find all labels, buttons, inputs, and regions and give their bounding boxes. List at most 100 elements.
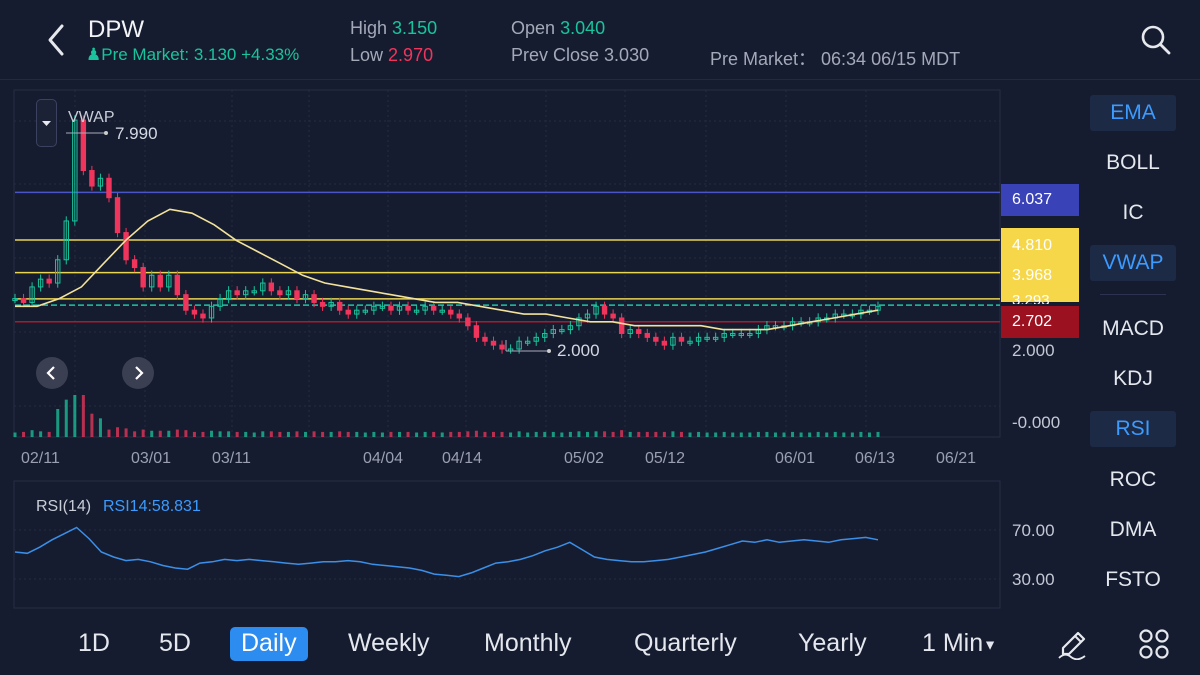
volume-bar [765,431,769,437]
search-icon[interactable] [1140,24,1172,56]
volume-bar [449,431,453,437]
overlay-label: VWAP [68,109,115,126]
axis-label-zero: -0.000 [1012,413,1061,432]
timeframe-minute-dropdown[interactable]: 1 Min▼ [922,627,997,661]
candle-body [567,325,574,331]
candle-body [516,340,522,350]
volume-bar [611,431,615,437]
candle-body [362,309,369,313]
volume-bar [543,431,547,437]
price-tag-block [1001,228,1079,302]
candle-body [550,329,557,334]
volume-bar [517,431,521,437]
indicator-ic[interactable]: IC [1122,201,1144,224]
volume-bar [167,430,171,437]
candle-body [123,232,129,261]
date-label: 06/01 [775,450,816,467]
timeframe-daily[interactable]: Daily [230,627,308,661]
timeframe-weekly[interactable]: Weekly [348,629,430,657]
chevron-left-icon [46,366,55,380]
indicator-fsto[interactable]: FSTO [1105,568,1161,591]
candle-body [97,177,104,187]
candle-body [200,313,206,319]
candle-body [584,313,591,319]
prev-close-stat: Prev Close 3.030 [511,45,649,66]
volume-bar [423,431,427,437]
candle-body [618,317,625,334]
indicator-dma[interactable]: DMA [1109,518,1157,541]
volume-bar [739,432,743,437]
volume-bar [551,431,555,437]
candle-body [533,336,539,342]
volume-bar [688,432,692,437]
candle-body [439,309,445,313]
volume-bar [133,431,137,437]
timeframe-monthly[interactable]: Monthly [484,629,572,657]
indicator-roc[interactable]: ROC [1109,468,1157,491]
overlay-dropdown-button[interactable] [36,99,57,147]
date-label: 04/14 [442,450,483,467]
candle-body [704,336,710,340]
grid-menu-icon[interactable] [1138,628,1170,660]
candle-body [131,259,138,269]
indicator-rsi[interactable]: RSI [1090,411,1176,447]
volume-bar [355,431,359,437]
scroll-left-button[interactable] [36,357,68,389]
candle-body [336,301,343,311]
candle-body [46,278,52,284]
volume-bar [22,431,26,437]
volume-bar [474,430,478,437]
timeframe-quarterly[interactable]: Quarterly [634,629,737,657]
chevron-right-icon [135,366,144,380]
axis-label-2000: 2.000 [1012,341,1055,360]
price-chart[interactable] [0,88,1085,470]
candle-body [738,332,744,336]
rsi-panel[interactable] [0,480,1085,610]
back-icon[interactable] [42,22,74,58]
candle-body [430,305,437,311]
volume-bar [346,431,350,437]
candle-body [747,332,753,336]
volume-bar [705,432,709,437]
candle-body [319,301,326,307]
volume-bar [799,432,803,437]
volume-bar [585,431,589,437]
volume-bar [312,431,316,437]
indicator-kdj[interactable]: KDJ [1113,367,1153,390]
indicator-boll[interactable]: BOLL [1106,151,1160,174]
draw-pen-icon[interactable] [1057,628,1089,660]
timeframe-minute-label: 1 Min [922,629,984,657]
timeframe-5d[interactable]: 5D [159,629,191,657]
candle-body [285,290,292,296]
volume-bar [244,431,248,437]
indicator-vwap[interactable]: VWAP [1090,245,1176,281]
candle-body [422,305,428,311]
candle-body [268,282,275,292]
candle-body [114,197,121,234]
candle-body [670,336,676,346]
volume-bar [620,430,624,437]
volume-bar [90,413,94,437]
candle-body [72,119,78,222]
candle-body [20,298,27,303]
volume-bar [269,431,273,437]
rsi-label: RSI(14) [36,498,92,515]
volume-bar [500,431,504,437]
volume-bar [107,429,111,437]
candle-body [243,290,249,296]
header: DPW ♟Pre Market: 3.130 +4.33% High 3.150… [0,0,1200,80]
volume-bar [808,432,812,437]
candle-body [63,220,69,261]
scroll-right-button[interactable] [122,357,154,389]
low-label: Low [350,45,384,65]
timeframe-1d[interactable]: 1D [78,629,110,657]
indicator-macd[interactable]: MACD [1102,317,1164,340]
candle-body [166,274,172,288]
indicator-divider [1100,294,1166,295]
indicator-ema[interactable]: EMA [1090,95,1176,131]
candle-body [499,344,505,350]
volume-bars [13,395,880,437]
timeframe-yearly[interactable]: Yearly [798,629,867,657]
volume-bar [432,431,436,437]
prev-close-label: Prev Close [511,45,600,65]
